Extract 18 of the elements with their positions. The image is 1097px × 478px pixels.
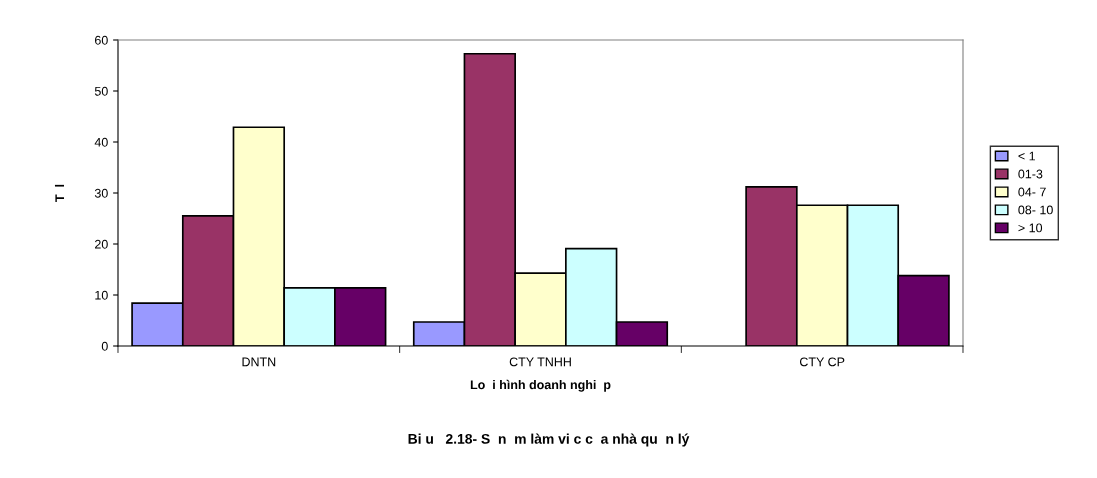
y-tick-label: 60 (95, 35, 108, 45)
legend-label: 01-3 (1018, 169, 1043, 179)
x-tick-label: DNTN (242, 357, 276, 367)
y-axis-title: T l (54, 184, 64, 202)
y-tick-label: 50 (94, 86, 108, 96)
y-tick-label: 10 (95, 290, 108, 300)
legend-label: 04- 7 (1018, 187, 1046, 197)
y-tick-label: 30 (94, 188, 108, 198)
y-tick-label: 40 (94, 137, 108, 147)
x-tick-label: CTY CP (799, 357, 845, 367)
text: Bi u 2.18- S n m làm vi c c a nhà qu n lý (408, 433, 690, 447)
legend-label: 08- 10 (1018, 205, 1053, 215)
legend-label: > 10 (1018, 223, 1043, 233)
y-tick-label: 0 (101, 341, 108, 351)
y-tick-label: 20 (95, 239, 108, 249)
x-tick-label: CTY TNHH (509, 357, 571, 367)
x-axis-title: Lo i hình doanh nghi p (470, 379, 611, 392)
legend-label: < 1 (1018, 151, 1035, 161)
